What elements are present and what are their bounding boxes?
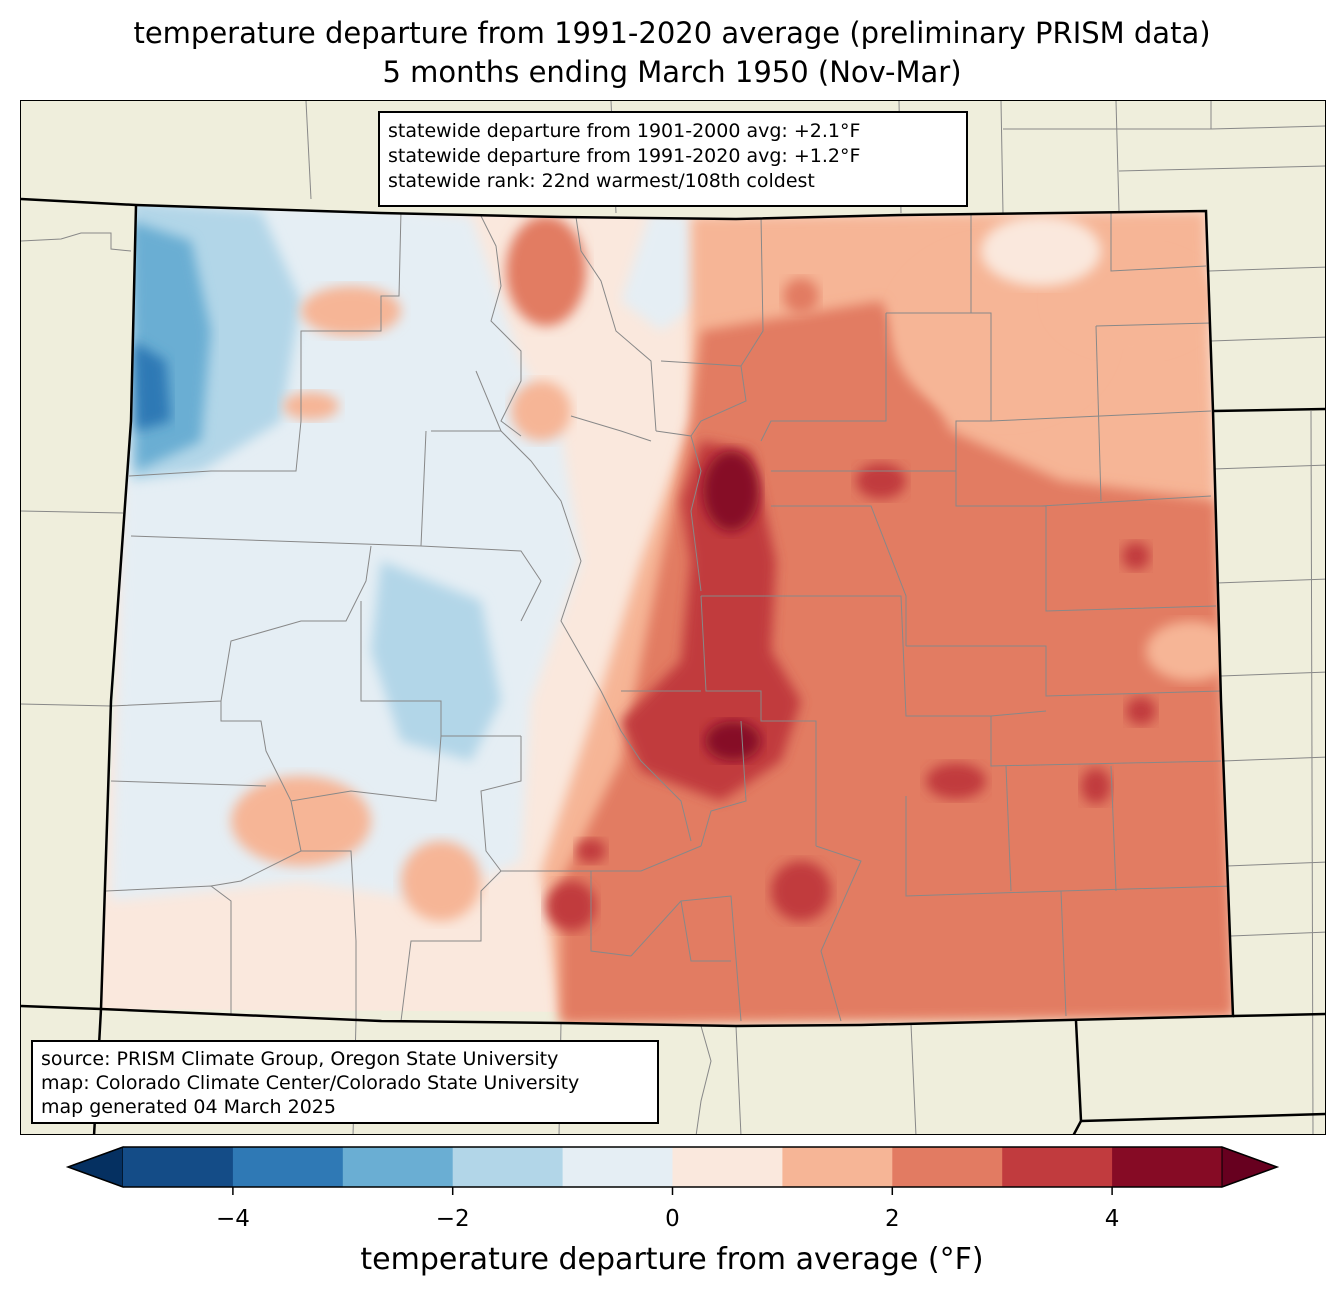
colorbar-bin (562, 1147, 673, 1187)
colorbar-bin (452, 1147, 564, 1187)
colorbar-label: temperature departure from average (°F) (360, 1242, 984, 1277)
colorbar-tick-label: 2 (884, 1206, 900, 1232)
statewide-stats-box: statewide departure from 1901-2000 avg: … (378, 111, 968, 207)
colorbar-bin (892, 1147, 1003, 1187)
stats-line-1991-2020: statewide departure from 1991-2020 avg: … (388, 145, 861, 167)
colorbar-bin (1112, 1147, 1223, 1187)
colorbar (65, 1146, 1280, 1195)
stats-line-rank: statewide rank: 22nd warmest/108th colde… (388, 170, 815, 192)
colorbar-tick-label: 0 (665, 1206, 680, 1232)
colorbar-bin (672, 1147, 783, 1187)
colorbar-tick-label: 4 (1104, 1206, 1120, 1232)
map-credit-line: map: Colorado Climate Center/Colorado St… (41, 1072, 580, 1094)
county-lines (105, 210, 1232, 1022)
colorbar-extend-high (1221, 1146, 1279, 1188)
colorbar-bin (782, 1147, 893, 1187)
source-line: source: PRISM Climate Group, Oregon Stat… (41, 1048, 559, 1070)
colorbar-bin (123, 1147, 234, 1187)
colorado-temperature-map (20, 100, 1326, 1135)
generated-date-line: map generated 04 March 2025 (41, 1096, 336, 1118)
colorbar-bin (342, 1147, 454, 1187)
colorbar-tick-label: −2 (435, 1206, 470, 1232)
colorbar-tick-label: −4 (215, 1206, 250, 1232)
map-title: temperature departure from 1991-2020 ave… (133, 16, 1211, 50)
colorbar-bin (1002, 1147, 1113, 1187)
map-canvas (21, 101, 1325, 1134)
colorbar-bin (232, 1147, 344, 1187)
colorbar-extend-low (66, 1146, 124, 1188)
temperature-field (101, 205, 1233, 1023)
stats-line-1901-2000: statewide departure from 1901-2000 avg: … (388, 120, 861, 142)
colorbar-outline (65, 1146, 1280, 1188)
map-subtitle: 5 months ending March 1950 (Nov-Mar) (382, 55, 962, 89)
source-box: source: PRISM Climate Group, Oregon Stat… (31, 1040, 659, 1124)
